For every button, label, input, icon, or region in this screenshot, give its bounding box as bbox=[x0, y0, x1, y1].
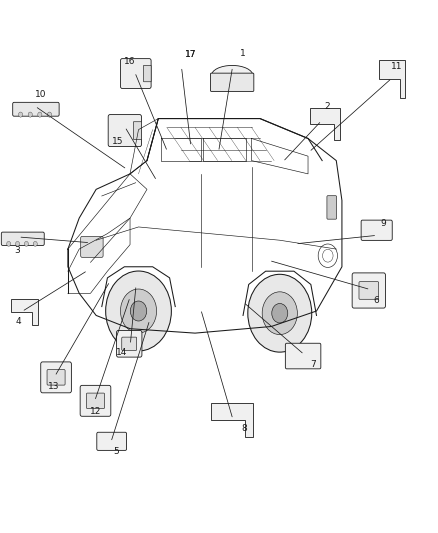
FancyBboxPatch shape bbox=[327, 196, 336, 219]
FancyBboxPatch shape bbox=[285, 343, 321, 369]
Text: 16: 16 bbox=[124, 57, 135, 66]
Text: 2: 2 bbox=[325, 102, 330, 111]
FancyBboxPatch shape bbox=[86, 393, 105, 408]
Circle shape bbox=[38, 112, 42, 117]
FancyBboxPatch shape bbox=[81, 237, 103, 257]
Circle shape bbox=[18, 112, 23, 117]
FancyBboxPatch shape bbox=[80, 385, 111, 416]
Text: 15: 15 bbox=[112, 137, 123, 146]
Polygon shape bbox=[379, 60, 405, 98]
Text: 13: 13 bbox=[48, 382, 59, 391]
FancyBboxPatch shape bbox=[41, 362, 71, 393]
Circle shape bbox=[28, 112, 32, 117]
Text: 10: 10 bbox=[35, 90, 46, 99]
Text: 9: 9 bbox=[381, 220, 387, 228]
FancyBboxPatch shape bbox=[122, 337, 137, 351]
Text: 17: 17 bbox=[185, 50, 196, 59]
FancyBboxPatch shape bbox=[144, 66, 151, 82]
Polygon shape bbox=[211, 403, 253, 437]
Circle shape bbox=[33, 241, 37, 246]
Ellipse shape bbox=[211, 66, 253, 86]
Circle shape bbox=[120, 289, 157, 333]
Text: 3: 3 bbox=[14, 246, 21, 255]
FancyBboxPatch shape bbox=[359, 281, 378, 300]
FancyBboxPatch shape bbox=[13, 102, 59, 116]
Circle shape bbox=[262, 292, 297, 335]
FancyBboxPatch shape bbox=[120, 59, 151, 88]
Text: 6: 6 bbox=[374, 296, 380, 305]
Circle shape bbox=[47, 112, 52, 117]
Text: 11: 11 bbox=[391, 62, 402, 71]
Text: 12: 12 bbox=[90, 407, 101, 416]
Circle shape bbox=[131, 301, 147, 321]
Circle shape bbox=[248, 274, 312, 352]
Circle shape bbox=[15, 241, 20, 246]
FancyBboxPatch shape bbox=[47, 370, 65, 385]
FancyBboxPatch shape bbox=[97, 432, 127, 450]
FancyBboxPatch shape bbox=[352, 273, 385, 308]
Circle shape bbox=[272, 303, 288, 323]
Circle shape bbox=[7, 241, 11, 246]
Text: 5: 5 bbox=[113, 447, 119, 456]
Text: 14: 14 bbox=[116, 349, 127, 357]
FancyBboxPatch shape bbox=[133, 122, 141, 140]
Text: 7: 7 bbox=[310, 360, 316, 369]
Polygon shape bbox=[11, 299, 38, 325]
Text: 4: 4 bbox=[16, 318, 21, 326]
FancyBboxPatch shape bbox=[1, 232, 44, 245]
FancyBboxPatch shape bbox=[117, 330, 142, 357]
Text: 17: 17 bbox=[185, 50, 196, 59]
Polygon shape bbox=[310, 108, 340, 140]
FancyBboxPatch shape bbox=[361, 220, 392, 240]
FancyBboxPatch shape bbox=[108, 115, 141, 147]
Text: 1: 1 bbox=[240, 49, 246, 58]
Circle shape bbox=[25, 241, 28, 246]
Circle shape bbox=[106, 271, 171, 351]
Text: 8: 8 bbox=[241, 424, 247, 433]
FancyBboxPatch shape bbox=[210, 73, 254, 92]
